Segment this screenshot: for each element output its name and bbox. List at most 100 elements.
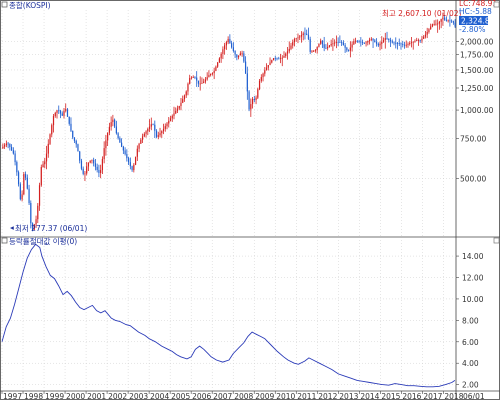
candle-body <box>327 46 329 49</box>
candle-body <box>236 54 238 58</box>
candle-body <box>155 130 158 137</box>
candle-body <box>127 158 130 163</box>
candle-body <box>26 177 28 189</box>
candle-body <box>395 42 397 44</box>
x-tick-label: 2000 <box>66 392 85 400</box>
candle-body <box>386 38 388 39</box>
candle-body <box>328 45 331 47</box>
candle-body <box>140 139 142 144</box>
candle-body <box>161 131 163 134</box>
x-tick-label: 2006 <box>192 392 211 400</box>
low-arrow-icon: ◂ <box>10 223 14 232</box>
x-tick-label: 2003 <box>129 392 148 400</box>
lower-panel-title: 등락률절대값 이평(0) <box>9 236 77 246</box>
candle-body <box>311 51 313 53</box>
candle-body <box>82 168 84 174</box>
candle-body <box>365 42 367 44</box>
candle-body <box>91 159 93 161</box>
candle-body <box>65 109 67 111</box>
candle-body <box>334 42 336 44</box>
candle-body <box>323 44 325 48</box>
candle-body <box>171 115 173 119</box>
candle-body <box>211 73 214 74</box>
upper-y-tick-label: 1,500.00 <box>460 66 494 75</box>
candle-body <box>444 17 446 20</box>
candle-body <box>201 82 203 84</box>
candle-body <box>169 118 172 121</box>
candle-body <box>339 42 341 43</box>
candle-body <box>194 77 196 78</box>
candle-body <box>126 154 128 159</box>
lower-panel-maximize-icon[interactable] <box>493 237 500 244</box>
candle-body <box>358 41 360 42</box>
candle-body <box>217 62 219 67</box>
candle-body <box>218 58 221 63</box>
candle-body <box>204 79 207 82</box>
x-tick-label: 06/01 <box>463 392 485 400</box>
candle-body <box>407 43 409 45</box>
candle-body <box>148 126 151 129</box>
candle-body <box>290 45 292 49</box>
candle-body <box>56 110 58 113</box>
candle-body <box>110 122 112 127</box>
candle-body <box>9 143 11 148</box>
candle-body <box>435 23 437 25</box>
candle-body <box>10 147 13 151</box>
candle-body <box>112 119 114 123</box>
candle-body <box>35 219 37 225</box>
upper-panel-maximize-icon[interactable] <box>493 1 500 8</box>
candle-body <box>189 78 191 84</box>
candle-body <box>180 102 182 107</box>
candle-body <box>93 159 95 164</box>
candle-body <box>442 17 444 20</box>
candle-body <box>248 91 250 110</box>
candle-body <box>447 20 449 22</box>
upper-panel-toggle-icon[interactable] <box>1 1 8 8</box>
x-tick-label: 2001 <box>87 392 106 400</box>
candle-body <box>227 39 229 43</box>
candle-body <box>264 70 266 74</box>
candle-body <box>152 124 154 126</box>
candle-body <box>396 43 399 44</box>
candle-body <box>281 57 283 59</box>
candle-body <box>342 42 344 46</box>
upper-y-tick-label: 1,250.00 <box>460 84 494 93</box>
lower-panel-toggle-icon[interactable] <box>1 237 8 244</box>
candle-body <box>318 43 320 47</box>
candle-body <box>260 77 262 81</box>
upper-y-tick-label: 750.00 <box>460 135 486 144</box>
candle-body <box>433 24 435 25</box>
candle-body <box>37 205 39 220</box>
candle-body <box>107 132 109 141</box>
candle-body <box>346 47 348 51</box>
candle-body <box>251 99 254 105</box>
upper-y-tick-label: 1,750.00 <box>460 51 494 60</box>
candle-body <box>63 110 65 116</box>
candle-body <box>351 44 353 48</box>
candle-body <box>208 75 210 78</box>
candle-body <box>437 23 439 25</box>
candle-body <box>344 45 346 48</box>
candle-body <box>203 81 205 83</box>
candle-body <box>122 146 124 151</box>
last-box-line4: -2.80% <box>459 25 486 34</box>
candle-body <box>307 34 310 40</box>
candle-body <box>402 44 404 45</box>
candle-body <box>349 47 351 51</box>
x-tick-label: 2014 <box>360 392 379 400</box>
candle-body <box>309 39 311 52</box>
candle-body <box>416 40 418 42</box>
candle-body <box>47 143 49 154</box>
candle-body <box>297 37 299 39</box>
candle-body <box>353 41 355 45</box>
candle-body <box>166 123 168 127</box>
candle-body <box>190 77 193 79</box>
x-axis: 1997 1998 1999 2000 2001 2002 2003 2004 2005 2006… <box>0 390 500 400</box>
candle-body <box>445 19 448 21</box>
candle-body <box>154 124 156 131</box>
candle-body <box>225 42 227 46</box>
candle-body <box>398 43 400 45</box>
candle-body <box>332 43 334 45</box>
candle-body <box>61 113 63 116</box>
